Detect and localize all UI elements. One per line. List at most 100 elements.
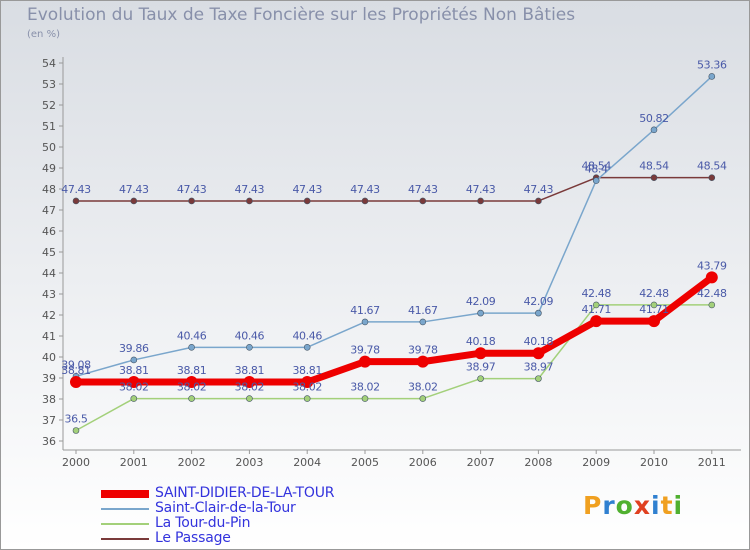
legend-label: Saint-Clair-de-la-Tour (155, 500, 296, 516)
series (72, 301, 716, 434)
y-tick-label: 47 (42, 204, 56, 217)
x-tick-label: 2001 (120, 456, 148, 469)
data-label: 42.09 (524, 295, 554, 308)
data-point (361, 318, 369, 326)
data-label: 38.97 (466, 361, 496, 374)
x-tick-label: 2008 (524, 456, 552, 469)
data-label: 40.46 (235, 329, 265, 342)
data-label: 47.43 (235, 183, 265, 196)
data-point (477, 375, 484, 382)
data-point (359, 355, 371, 368)
data-point (72, 197, 80, 205)
data-point (419, 318, 427, 326)
data-label: 36.5 (65, 413, 88, 426)
data-label: 47.43 (177, 183, 207, 196)
data-label: 47.43 (408, 183, 438, 196)
series-line (75, 176, 713, 202)
data-point (419, 197, 427, 205)
data-label: 42.48 (697, 287, 727, 300)
y-tick-label: 41 (42, 330, 56, 343)
data-point (303, 344, 311, 351)
data-label: 38.81 (177, 364, 207, 377)
y-tick-label: 43 (42, 288, 56, 301)
data-label: 40.18 (524, 335, 554, 348)
data-point (130, 356, 138, 364)
data-point (708, 174, 716, 181)
y-tick-label: 49 (42, 162, 56, 175)
data-label: 42.09 (466, 295, 496, 308)
logo-letter: i (673, 491, 684, 520)
data-point (535, 309, 542, 317)
y-tick-label: 52 (42, 99, 56, 112)
data-label: 48.54 (639, 160, 669, 173)
y-tick-label: 54 (42, 57, 56, 70)
data-label: 38.02 (177, 381, 207, 394)
data-label: 42.48 (581, 287, 611, 300)
data-point (188, 395, 195, 402)
y-tick-label: 37 (42, 414, 56, 427)
data-label: 38.81 (292, 364, 322, 377)
x-tick-label: 2000 (62, 456, 90, 469)
data-label: 42.48 (639, 287, 669, 300)
logo-letter: o (615, 491, 634, 520)
data-label: 47.43 (61, 183, 91, 196)
y-tick-label: 44 (42, 267, 56, 280)
y-tick-label: 40 (42, 351, 56, 364)
chart-unit: (en %) (27, 29, 60, 40)
data-label: 40.18 (466, 335, 496, 348)
data-label: 38.81 (235, 364, 265, 377)
data-point (188, 197, 195, 205)
x-tick-label: 2011 (698, 456, 726, 469)
data-label: 41.71 (639, 303, 669, 316)
y-tick-label: 50 (42, 141, 56, 154)
data-label: 48.54 (581, 160, 611, 173)
logo-letter: t (660, 491, 674, 520)
series (72, 174, 716, 205)
data-point (246, 344, 253, 351)
x-tick-label: 2009 (582, 456, 610, 469)
data-point (188, 344, 195, 351)
x-tick-label: 2010 (640, 456, 668, 469)
data-point (535, 197, 542, 205)
series-line (72, 273, 716, 386)
series (70, 271, 718, 388)
data-label: 53.36 (697, 58, 727, 71)
data-label: 39.78 (350, 344, 380, 357)
y-tick-label: 46 (42, 225, 56, 238)
data-point (70, 375, 82, 388)
data-point (303, 395, 311, 402)
data-point (650, 174, 658, 181)
proxiti-logo: Proxiti (583, 491, 683, 520)
y-tick-label: 53 (42, 78, 56, 91)
data-point (246, 197, 253, 205)
data-label: 38.81 (119, 364, 149, 377)
data-point (705, 271, 718, 284)
data-point (648, 315, 660, 328)
y-tick-label: 45 (42, 246, 56, 259)
x-tick-label: 2002 (178, 456, 206, 469)
y-tick-label: 51 (42, 120, 56, 133)
y-tick-label: 42 (42, 309, 56, 322)
data-label: 48.54 (697, 160, 727, 173)
data-label: 38.02 (119, 381, 149, 394)
data-label: 38.02 (350, 381, 380, 394)
series (72, 73, 716, 380)
x-tick-label: 2006 (409, 456, 437, 469)
data-point (650, 126, 658, 134)
data-label: 40.46 (177, 329, 207, 342)
data-point (419, 395, 427, 402)
legend-swatch (101, 538, 149, 540)
data-point (361, 197, 369, 205)
data-point (477, 309, 484, 317)
data-point (185, 375, 198, 388)
legend-swatch (101, 508, 149, 510)
data-point (361, 395, 369, 402)
data-label: 41.71 (581, 303, 611, 316)
data-label: 38.97 (524, 361, 554, 374)
y-tick-label: 39 (42, 372, 56, 385)
data-label: 41.67 (408, 304, 438, 317)
data-point (474, 347, 487, 360)
legend-swatch (101, 490, 149, 498)
data-point (592, 301, 600, 309)
data-point (243, 375, 256, 388)
